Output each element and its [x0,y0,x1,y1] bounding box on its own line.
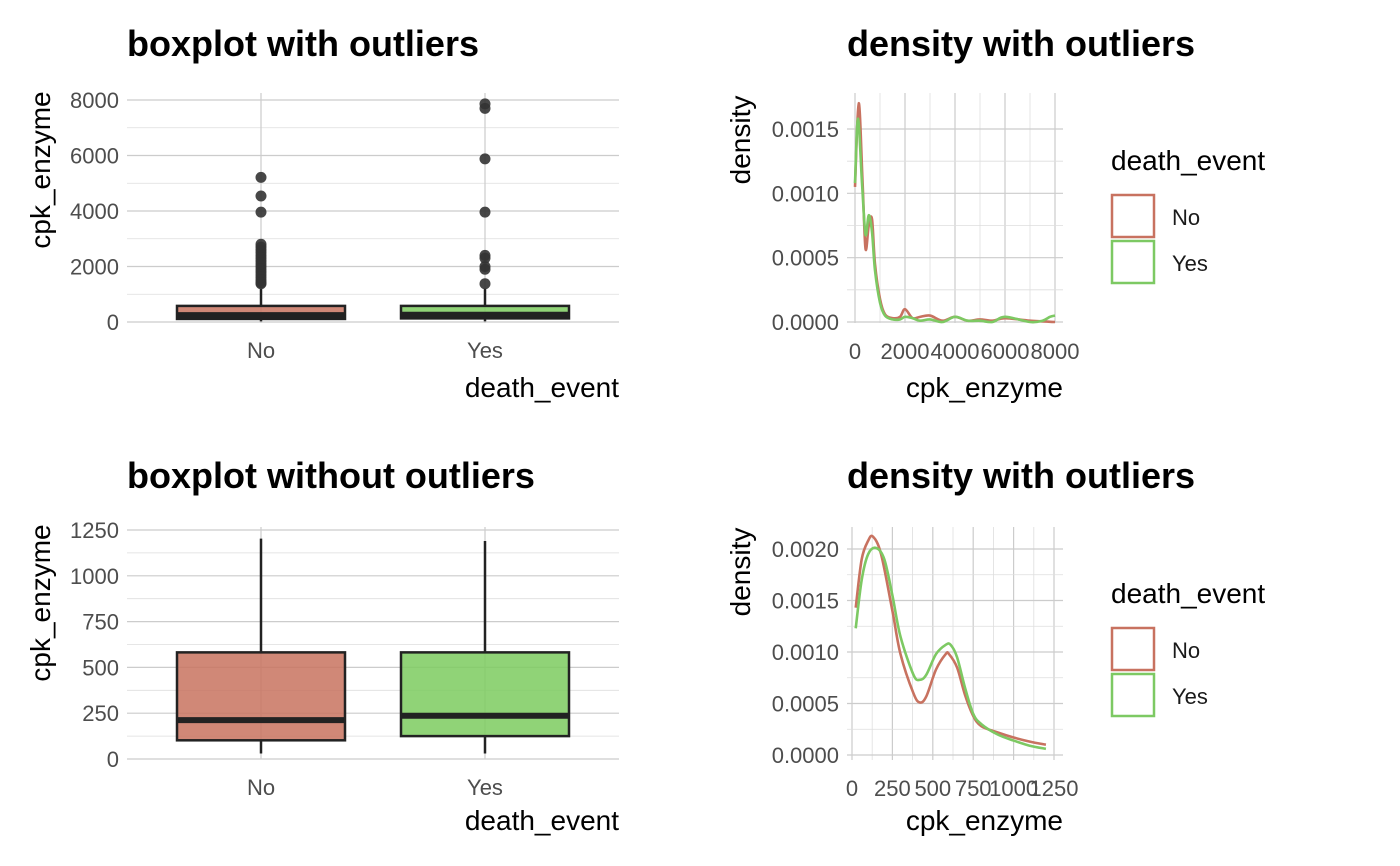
y-tick-label: 0.0010 [772,181,839,206]
x-tick-label: 2000 [881,339,930,364]
y-tick-label: 0.0015 [772,117,839,142]
outlier-point [255,238,267,250]
y-axis-title: density [725,96,756,185]
x-tick-label: No [247,775,275,800]
x-tick-label: 4000 [931,339,980,364]
grid [127,93,619,323]
y-axis-title: cpk_enzyme [25,91,56,248]
x-tick-label: Yes [467,775,503,800]
x-tick-label: 1000 [989,776,1038,801]
x-tick-label: No [247,338,275,363]
x-tick-label: 0 [849,339,861,364]
y-tick-label: 6000 [70,144,119,169]
outlier-point [479,206,491,218]
panel-density-zoomed: density with outliers 0 250 500 75010001250… [725,455,1265,836]
outlier-point [255,206,267,218]
x-axis-title: death_event [465,372,619,403]
plot-marks [175,98,571,322]
outlier-point [479,261,491,272]
chart-title: density with outliers [847,23,1195,64]
legend-label-yes: Yes [1172,684,1208,709]
tick-labels: 0 250 500 750 1000 1250 No Yes [70,518,503,800]
y-tick-label: 0.0020 [772,537,839,562]
y-tick-label: 500 [82,655,119,680]
x-axis-title: cpk_enzyme [906,372,1063,403]
x-tick-label: 8000 [1031,339,1080,364]
density-line-no [854,534,1047,746]
y-tick-label: 0 [107,310,119,335]
legend-label-no: No [1172,205,1200,230]
x-axis-title: death_event [465,805,619,836]
y-axis-title: density [725,528,756,617]
y-tick-label: 0 [107,747,119,772]
grid [847,527,1063,760]
panel-density-with-outliers: density with outliers 0 2000 4000 6000 80000… [725,23,1265,403]
legend: death_event No Yes [1110,145,1265,285]
x-tick-label: 750 [955,776,992,801]
panel-boxplot-without-outliers: boxplot without outliers 0 250 500 750 1000 1… [25,455,619,836]
density-line-yes [853,117,1056,324]
legend-title: death_event [1111,578,1265,609]
legend-key-no [1110,626,1156,672]
y-tick-label: 1250 [70,518,119,543]
x-tick-label: 1250 [1030,776,1079,801]
legend-label-yes: Yes [1172,251,1208,276]
y-tick-label: 750 [82,610,119,635]
outlier-point [479,278,491,290]
y-tick-label: 0.0010 [772,640,839,665]
y-tick-label: 0.0015 [772,589,839,614]
legend-key-yes [1110,672,1156,718]
plot-marks [854,534,1047,751]
x-tick-label: 0 [846,776,858,801]
box-yes [399,651,571,738]
y-tick-label: 1000 [70,564,119,589]
density-line-yes [854,546,1047,751]
x-tick-label: 6000 [981,339,1030,364]
panel-boxplot-with-outliers: boxplot with outliers 0 2000 4000 6000 8000 N… [25,23,619,403]
legend-key-no [1110,193,1156,239]
legend-title: death_event [1111,145,1265,176]
x-tick-label: 250 [874,776,911,801]
x-axis-title: cpk_enzyme [906,805,1063,836]
tick-labels: 0 2000 4000 6000 8000 0.0000 0.0005 0.0010 0.001… [772,117,1080,364]
y-tick-label: 0.0005 [772,246,839,271]
y-tick-label: 2000 [70,255,119,280]
box-no [175,651,347,742]
y-tick-label: 0.0000 [772,310,839,335]
y-tick-label: 0.0000 [772,743,839,768]
tick-labels: 0 2000 4000 6000 8000 No Yes [70,88,503,363]
plot-marks [175,538,571,754]
outlier-point [255,171,267,183]
y-tick-label: 0.0005 [772,692,839,717]
x-tick-label: 500 [914,776,951,801]
y-tick-label: 250 [82,701,119,726]
plot-marks [853,101,1056,324]
outlier-point [255,190,267,202]
chart-title: boxplot with outliers [127,23,479,64]
y-axis-title: cpk_enzyme [25,524,56,681]
chart-title: boxplot without outliers [127,455,535,496]
outlier-point [479,98,491,110]
y-tick-label: 4000 [70,199,119,224]
chart-title: density with outliers [847,455,1195,496]
density-line-no [853,101,1056,324]
y-tick-label: 8000 [70,88,119,113]
x-tick-label: Yes [467,338,503,363]
legend-key-yes [1110,239,1156,285]
outlier-point [479,249,491,261]
legend-label-no: No [1172,638,1200,663]
legend: death_event No Yes [1110,578,1265,718]
outlier-point [479,153,491,165]
